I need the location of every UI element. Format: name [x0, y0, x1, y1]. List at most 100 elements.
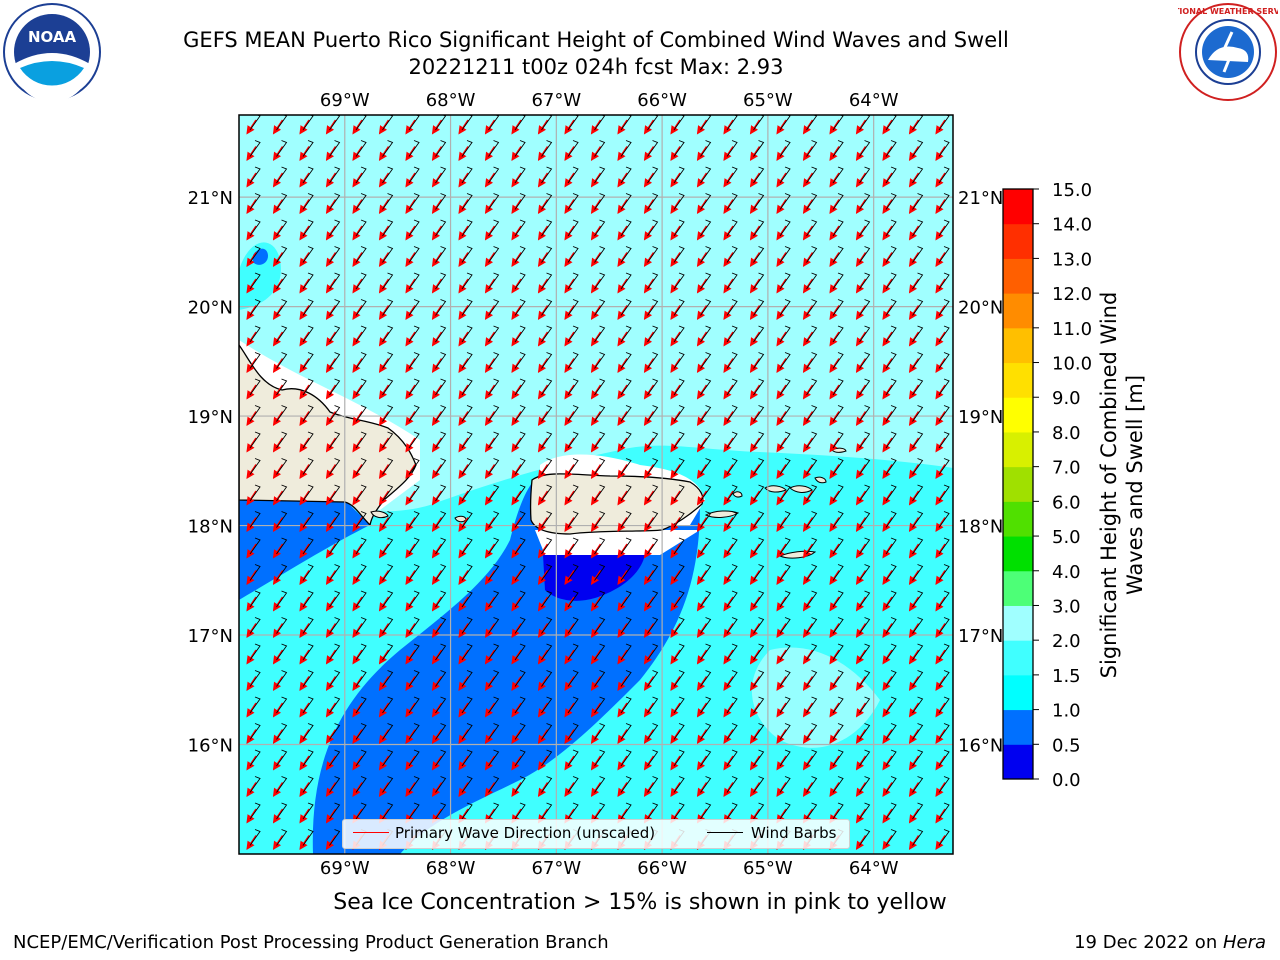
wave-direction-arrow	[325, 225, 337, 241]
wave-direction-arrow	[855, 331, 867, 347]
wave-direction-arrow	[643, 305, 655, 320]
wind-barb	[938, 325, 950, 343]
wind-barb	[753, 431, 765, 449]
wave-direction-arrow	[696, 676, 708, 691]
map-subtitle-run: 20221211 t00z 024h fcst Max: 2.93	[408, 55, 784, 79]
wind-barb	[938, 299, 950, 316]
wind-barb	[620, 696, 632, 714]
wave-direction-arrow	[935, 729, 946, 744]
wind-barb	[700, 299, 712, 316]
wave-direction-arrow	[829, 490, 840, 506]
wind-barb	[408, 670, 420, 687]
wave-direction-arrow	[776, 596, 787, 612]
wind-barb	[514, 299, 526, 316]
wind-barb	[753, 802, 765, 820]
wind-barb	[859, 511, 871, 528]
wave-direction-arrow	[802, 411, 814, 426]
wind-barb	[408, 299, 420, 316]
wave-direction-arrow	[696, 358, 708, 373]
wave-direction-arrow	[378, 570, 390, 585]
wave-direction-arrow	[537, 490, 549, 506]
wave-direction-arrow	[537, 676, 549, 691]
wind-barb	[435, 511, 447, 528]
wind-barb	[620, 802, 632, 820]
wind-barb	[276, 166, 288, 184]
wind-barb	[885, 166, 897, 184]
wave-direction-arrow	[246, 225, 257, 241]
wind-barb	[435, 325, 447, 343]
wind-barb	[408, 590, 420, 608]
wind-barb	[753, 564, 765, 581]
wind-barb	[832, 511, 844, 528]
wave-direction-arrow	[511, 384, 522, 400]
wave-direction-arrow	[643, 543, 655, 559]
wind-barb	[276, 325, 288, 343]
wave-direction-arrow	[935, 835, 946, 850]
wind-barb	[620, 140, 632, 157]
wind-barb	[647, 564, 659, 581]
wave-direction-arrow	[352, 596, 363, 612]
wave-direction-arrow	[405, 570, 416, 585]
wave-direction-arrow	[246, 490, 257, 506]
wave-direction-arrow	[696, 252, 708, 267]
wave-direction-arrow	[484, 146, 496, 161]
wind-barb	[620, 431, 632, 449]
wind-barb	[435, 219, 447, 237]
wave-direction-arrow	[537, 464, 549, 479]
wind-barb	[700, 272, 712, 290]
wind-barb	[806, 405, 818, 422]
wave-direction-arrow	[723, 543, 734, 559]
wave-direction-arrow	[352, 755, 363, 771]
wind-barb	[912, 166, 924, 184]
wave-direction-arrow	[749, 570, 761, 585]
wave-direction-arrow	[802, 384, 814, 400]
colorbar-segment	[1003, 431, 1033, 468]
wave-direction-arrow	[802, 623, 814, 638]
wind-barb	[514, 115, 526, 131]
wind-barb	[806, 511, 818, 528]
wind-barb	[329, 484, 341, 502]
wave-direction-arrow	[776, 755, 787, 771]
wave-direction-arrow	[405, 464, 416, 479]
wind-barb	[832, 431, 844, 449]
wind-barb	[408, 166, 420, 184]
wind-barb	[408, 617, 420, 634]
wind-barb	[753, 749, 765, 767]
wind-barb	[620, 564, 632, 581]
wind-barb	[435, 643, 447, 661]
wind-barb	[938, 219, 950, 237]
wind-barb	[461, 299, 473, 316]
wind-barb	[249, 352, 261, 369]
wind-barb	[673, 590, 685, 608]
wave-direction-arrow	[431, 517, 443, 532]
wind-barb	[329, 564, 341, 581]
wave-direction-arrow	[617, 676, 628, 691]
wave-direction-arrow	[802, 755, 814, 771]
wind-barb	[726, 140, 738, 157]
wind-barb	[938, 115, 950, 131]
wave-direction-arrow	[723, 517, 734, 532]
wave-direction-arrow	[325, 782, 337, 797]
wave-direction-arrow	[935, 199, 946, 214]
wave-direction-arrow	[908, 199, 920, 214]
wind-barb	[435, 140, 447, 157]
wind-barb	[620, 193, 632, 210]
wind-barb	[885, 829, 897, 846]
wave-direction-arrow	[723, 411, 734, 426]
wind-barb	[355, 299, 367, 316]
wind-barb	[647, 166, 659, 184]
wave-direction-arrow	[882, 649, 893, 665]
wave-direction-arrow	[855, 172, 867, 188]
wind-barb	[859, 140, 871, 157]
wave-direction-arrow	[484, 755, 496, 771]
wave-direction-arrow	[749, 411, 761, 426]
wave-direction-arrow	[272, 808, 284, 824]
wind-barb	[779, 140, 791, 157]
wave-direction-arrow	[935, 305, 946, 320]
wind-barb	[806, 723, 818, 740]
wave-direction-arrow	[484, 676, 496, 691]
wind-barb	[355, 564, 367, 581]
wave-direction-arrow	[802, 570, 814, 585]
wave-direction-arrow	[511, 252, 522, 267]
